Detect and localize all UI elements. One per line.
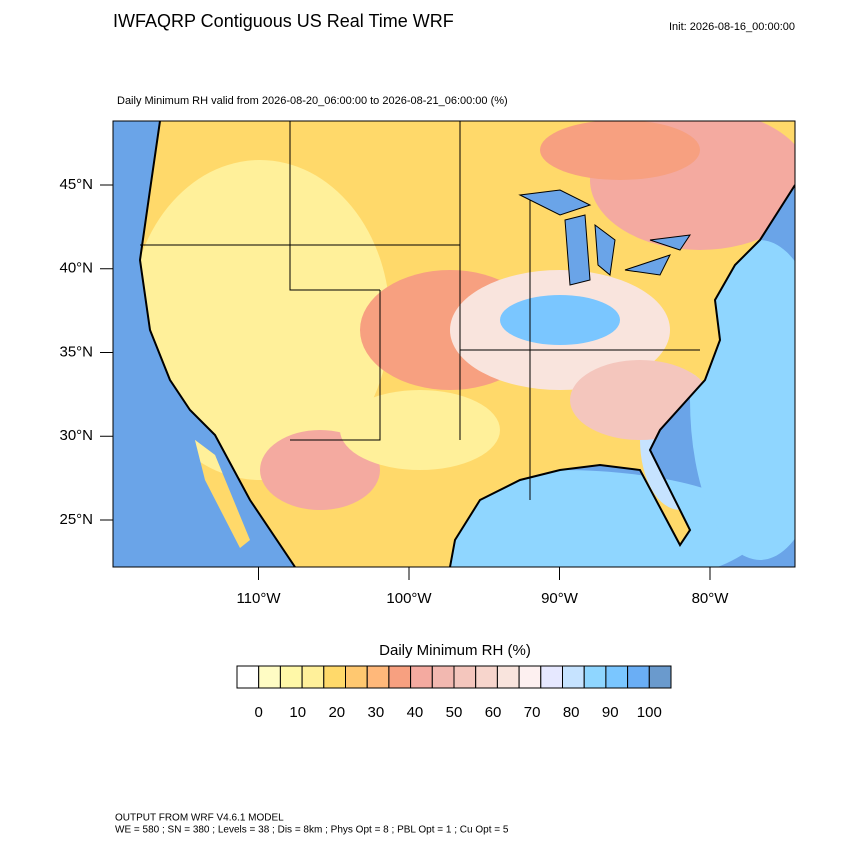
- colorbar-label: 100: [637, 704, 662, 721]
- lon-label: 110°W: [236, 590, 281, 607]
- colorbar-label: 70: [524, 704, 541, 721]
- state-borders: [140, 121, 700, 500]
- lat-label: 25°N: [59, 511, 93, 528]
- colorbar-box: [540, 665, 563, 689]
- colorbar-box: [518, 665, 542, 689]
- coastline: [138, 121, 795, 567]
- footer-line: OUTPUT FROM WRF V4.6.1 MODEL: [115, 813, 284, 824]
- colorbar-box: [279, 665, 303, 689]
- colorbar-box: [605, 665, 629, 689]
- lat-label: 35°N: [59, 343, 93, 360]
- land: [140, 121, 795, 567]
- colorbar-label: 60: [485, 704, 502, 721]
- colorbar-box: [301, 665, 325, 689]
- colorbar-box: [475, 665, 498, 689]
- colorbar-label: 20: [328, 704, 345, 721]
- colorbar-label: 90: [602, 704, 619, 721]
- lon-label: 100°W: [386, 590, 432, 607]
- colorbar-label: 30: [368, 704, 385, 721]
- colorbar-box: [236, 665, 260, 689]
- colorbar-box: [496, 665, 520, 689]
- great-lakes: [518, 189, 692, 286]
- colorbar-box: [431, 665, 455, 689]
- colorbar-title: Daily Minimum RH (%): [379, 642, 531, 659]
- lat-label: 40°N: [59, 260, 93, 277]
- colorbar-box: [258, 665, 281, 689]
- colorbar-box: [648, 665, 672, 689]
- colorbar-box: [323, 665, 346, 689]
- footer-line: WE = 580 ; SN = 380 ; Levels = 38 ; Dis …: [115, 825, 509, 836]
- map: [113, 121, 795, 567]
- lon-label: 90°W: [541, 590, 579, 607]
- map-frame: [112, 120, 796, 568]
- colorbar-label: 10: [289, 704, 306, 721]
- colorbar-box: [453, 665, 477, 689]
- colorbar-box: [410, 665, 433, 689]
- lat-label: 45°N: [59, 176, 93, 193]
- colorbar-box: [562, 665, 585, 689]
- colorbar-label: 50: [446, 704, 463, 721]
- colorbar-label: 0: [255, 704, 263, 721]
- lat-label: 30°N: [59, 427, 93, 444]
- colorbar-label: 40: [407, 704, 424, 721]
- colorbar-box: [583, 665, 607, 689]
- init-time: Init: 2026-08-16_00:00:00: [669, 21, 795, 33]
- title: IWFAQRP Contiguous US Real Time WRF: [113, 11, 454, 31]
- subtitle: Daily Minimum RH valid from 2026-08-20_0…: [117, 95, 508, 107]
- colorbar-box: [345, 665, 368, 689]
- colorbar-box: [366, 665, 390, 689]
- colorbar-label: 80: [563, 704, 580, 721]
- colorbar-box: [388, 665, 412, 689]
- lon-label: 80°W: [692, 590, 730, 607]
- colorbar-box: [627, 665, 650, 689]
